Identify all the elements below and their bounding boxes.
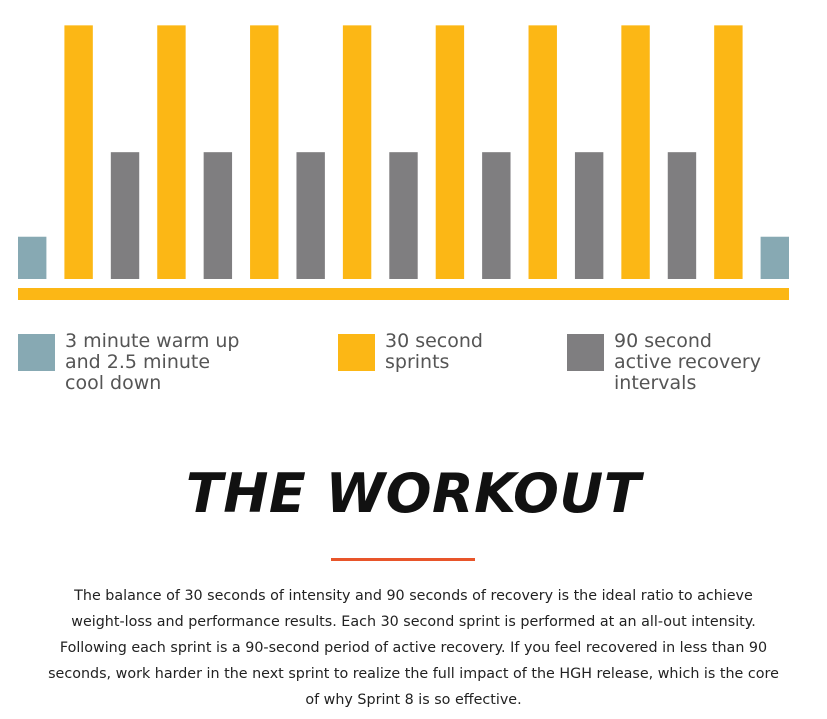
legend-swatch-warmup xyxy=(18,334,55,371)
bar-recovery-2 xyxy=(111,152,139,279)
bar-sprint-15 xyxy=(714,25,742,279)
bar-recovery-4 xyxy=(204,152,232,279)
bar-recovery-8 xyxy=(389,152,417,279)
bar-recovery-14 xyxy=(668,152,696,279)
chart-bars xyxy=(18,25,789,279)
chart-baseline xyxy=(18,288,789,300)
title-underline xyxy=(331,558,475,561)
legend-swatch-recovery xyxy=(567,334,604,371)
legend-item-recovery: 90 second active recovery intervals xyxy=(567,331,814,394)
bar-sprint-11 xyxy=(529,25,557,279)
bar-recovery-12 xyxy=(575,152,603,279)
bar-sprint-13 xyxy=(621,25,649,279)
workout-chart xyxy=(0,0,827,310)
bar-sprint-3 xyxy=(157,25,185,279)
bar-warmup-0 xyxy=(18,237,46,279)
legend-label-sprint: 30 second sprints xyxy=(385,331,585,373)
workout-title: THE WORKOUT xyxy=(0,458,827,530)
legend-swatch-sprint xyxy=(338,334,375,371)
workout-description: The balance of 30 seconds of intensity a… xyxy=(48,583,779,713)
bar-warmup-16 xyxy=(761,237,789,279)
legend-label-warmup: 3 minute warm up and 2.5 minute cool dow… xyxy=(65,331,265,394)
bar-sprint-7 xyxy=(343,25,371,279)
legend-item-sprint: 30 second sprints xyxy=(338,331,585,373)
bar-recovery-10 xyxy=(482,152,510,279)
chart-legend: 3 minute warm up and 2.5 minute cool dow… xyxy=(0,331,827,411)
bar-sprint-1 xyxy=(64,25,92,279)
bar-sprint-5 xyxy=(250,25,278,279)
bar-sprint-9 xyxy=(436,25,464,279)
legend-item-warmup: 3 minute warm up and 2.5 minute cool dow… xyxy=(18,331,265,394)
legend-label-recovery: 90 second active recovery intervals xyxy=(614,331,814,394)
bar-recovery-6 xyxy=(296,152,324,279)
